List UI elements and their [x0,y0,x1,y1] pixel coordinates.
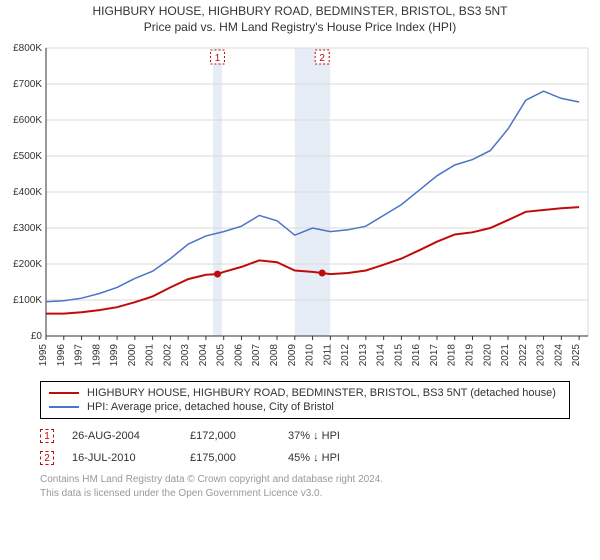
svg-text:1995: 1995 [38,344,49,367]
svg-text:2021: 2021 [500,344,511,367]
svg-text:2007: 2007 [251,344,262,367]
svg-text:2022: 2022 [518,344,529,367]
svg-text:2017: 2017 [429,344,440,367]
svg-text:1997: 1997 [74,344,85,367]
svg-text:2014: 2014 [376,344,387,367]
svg-text:£300K: £300K [13,223,42,234]
legend-label: HIGHBURY HOUSE, HIGHBURY ROAD, BEDMINSTE… [87,387,556,399]
footer-line: Contains HM Land Registry data © Crown c… [40,473,570,487]
legend-swatch [49,406,79,408]
chart-titles: HIGHBURY HOUSE, HIGHBURY ROAD, BEDMINSTE… [0,0,600,36]
svg-text:2003: 2003 [180,344,191,367]
svg-text:2016: 2016 [411,344,422,367]
sale-diff: 37% ↓ HPI [288,430,340,442]
price-chart: £0 £100K £200K £300K £400K £500K £600K £700K £80… [6,42,594,375]
sale-row: 1 26-AUG-2004 £172,000 37% ↓ HPI [40,425,570,447]
sales-list: 1 26-AUG-2004 £172,000 37% ↓ HPI 2 16-JU… [40,425,570,469]
svg-text:£700K: £700K [13,79,42,90]
svg-text:2015: 2015 [393,344,404,367]
svg-text:1999: 1999 [109,344,120,367]
svg-text:£0: £0 [31,331,43,342]
svg-text:£400K: £400K [13,187,42,198]
footer-line: This data is licensed under the Open Gov… [40,487,570,501]
chart-legend: HIGHBURY HOUSE, HIGHBURY ROAD, BEDMINSTE… [40,381,570,419]
svg-text:2011: 2011 [322,344,333,366]
svg-text:2020: 2020 [482,344,493,367]
svg-text:£600K: £600K [13,115,42,126]
svg-text:2001: 2001 [145,344,156,367]
sale-marker-icon: 2 [40,451,54,465]
sale-date: 16-JUL-2010 [72,452,172,464]
legend-row: HIGHBURY HOUSE, HIGHBURY ROAD, BEDMINSTE… [49,386,561,400]
svg-text:2025: 2025 [571,344,582,367]
svg-text:2009: 2009 [287,344,298,367]
svg-text:1998: 1998 [91,344,102,367]
sale-date: 26-AUG-2004 [72,430,172,442]
svg-text:£200K: £200K [13,259,42,270]
sale-price: £175,000 [190,452,270,464]
legend-swatch [49,392,79,394]
svg-text:£500K: £500K [13,151,42,162]
svg-text:2005: 2005 [216,344,227,367]
sale-price: £172,000 [190,430,270,442]
svg-text:2024: 2024 [553,344,564,367]
title-address: HIGHBURY HOUSE, HIGHBURY ROAD, BEDMINSTE… [0,4,600,18]
svg-text:2008: 2008 [269,344,280,367]
svg-text:£800K: £800K [13,43,42,54]
sale-row: 2 16-JUL-2010 £175,000 45% ↓ HPI [40,447,570,469]
title-subtitle: Price paid vs. HM Land Registry's House … [0,20,600,34]
svg-text:2013: 2013 [358,344,369,367]
svg-text:2002: 2002 [162,344,173,367]
footer: Contains HM Land Registry data © Crown c… [40,473,570,500]
svg-text:2000: 2000 [127,344,138,367]
legend-row: HPI: Average price, detached house, City… [49,400,561,414]
svg-text:2004: 2004 [198,344,209,367]
svg-text:1: 1 [215,53,221,64]
svg-text:1996: 1996 [56,344,67,367]
svg-text:2019: 2019 [464,344,475,367]
svg-text:2023: 2023 [536,344,547,367]
svg-text:2: 2 [319,53,325,64]
svg-text:£100K: £100K [13,295,42,306]
sale-marker-icon: 1 [40,429,54,443]
chart-svg: £0 £100K £200K £300K £400K £500K £600K £700K £80… [6,42,594,372]
legend-label: HPI: Average price, detached house, City… [87,401,334,413]
svg-text:2010: 2010 [305,344,316,367]
svg-text:2006: 2006 [233,344,244,367]
svg-text:2018: 2018 [447,344,458,367]
sale-diff: 45% ↓ HPI [288,452,340,464]
svg-text:2012: 2012 [340,344,351,367]
